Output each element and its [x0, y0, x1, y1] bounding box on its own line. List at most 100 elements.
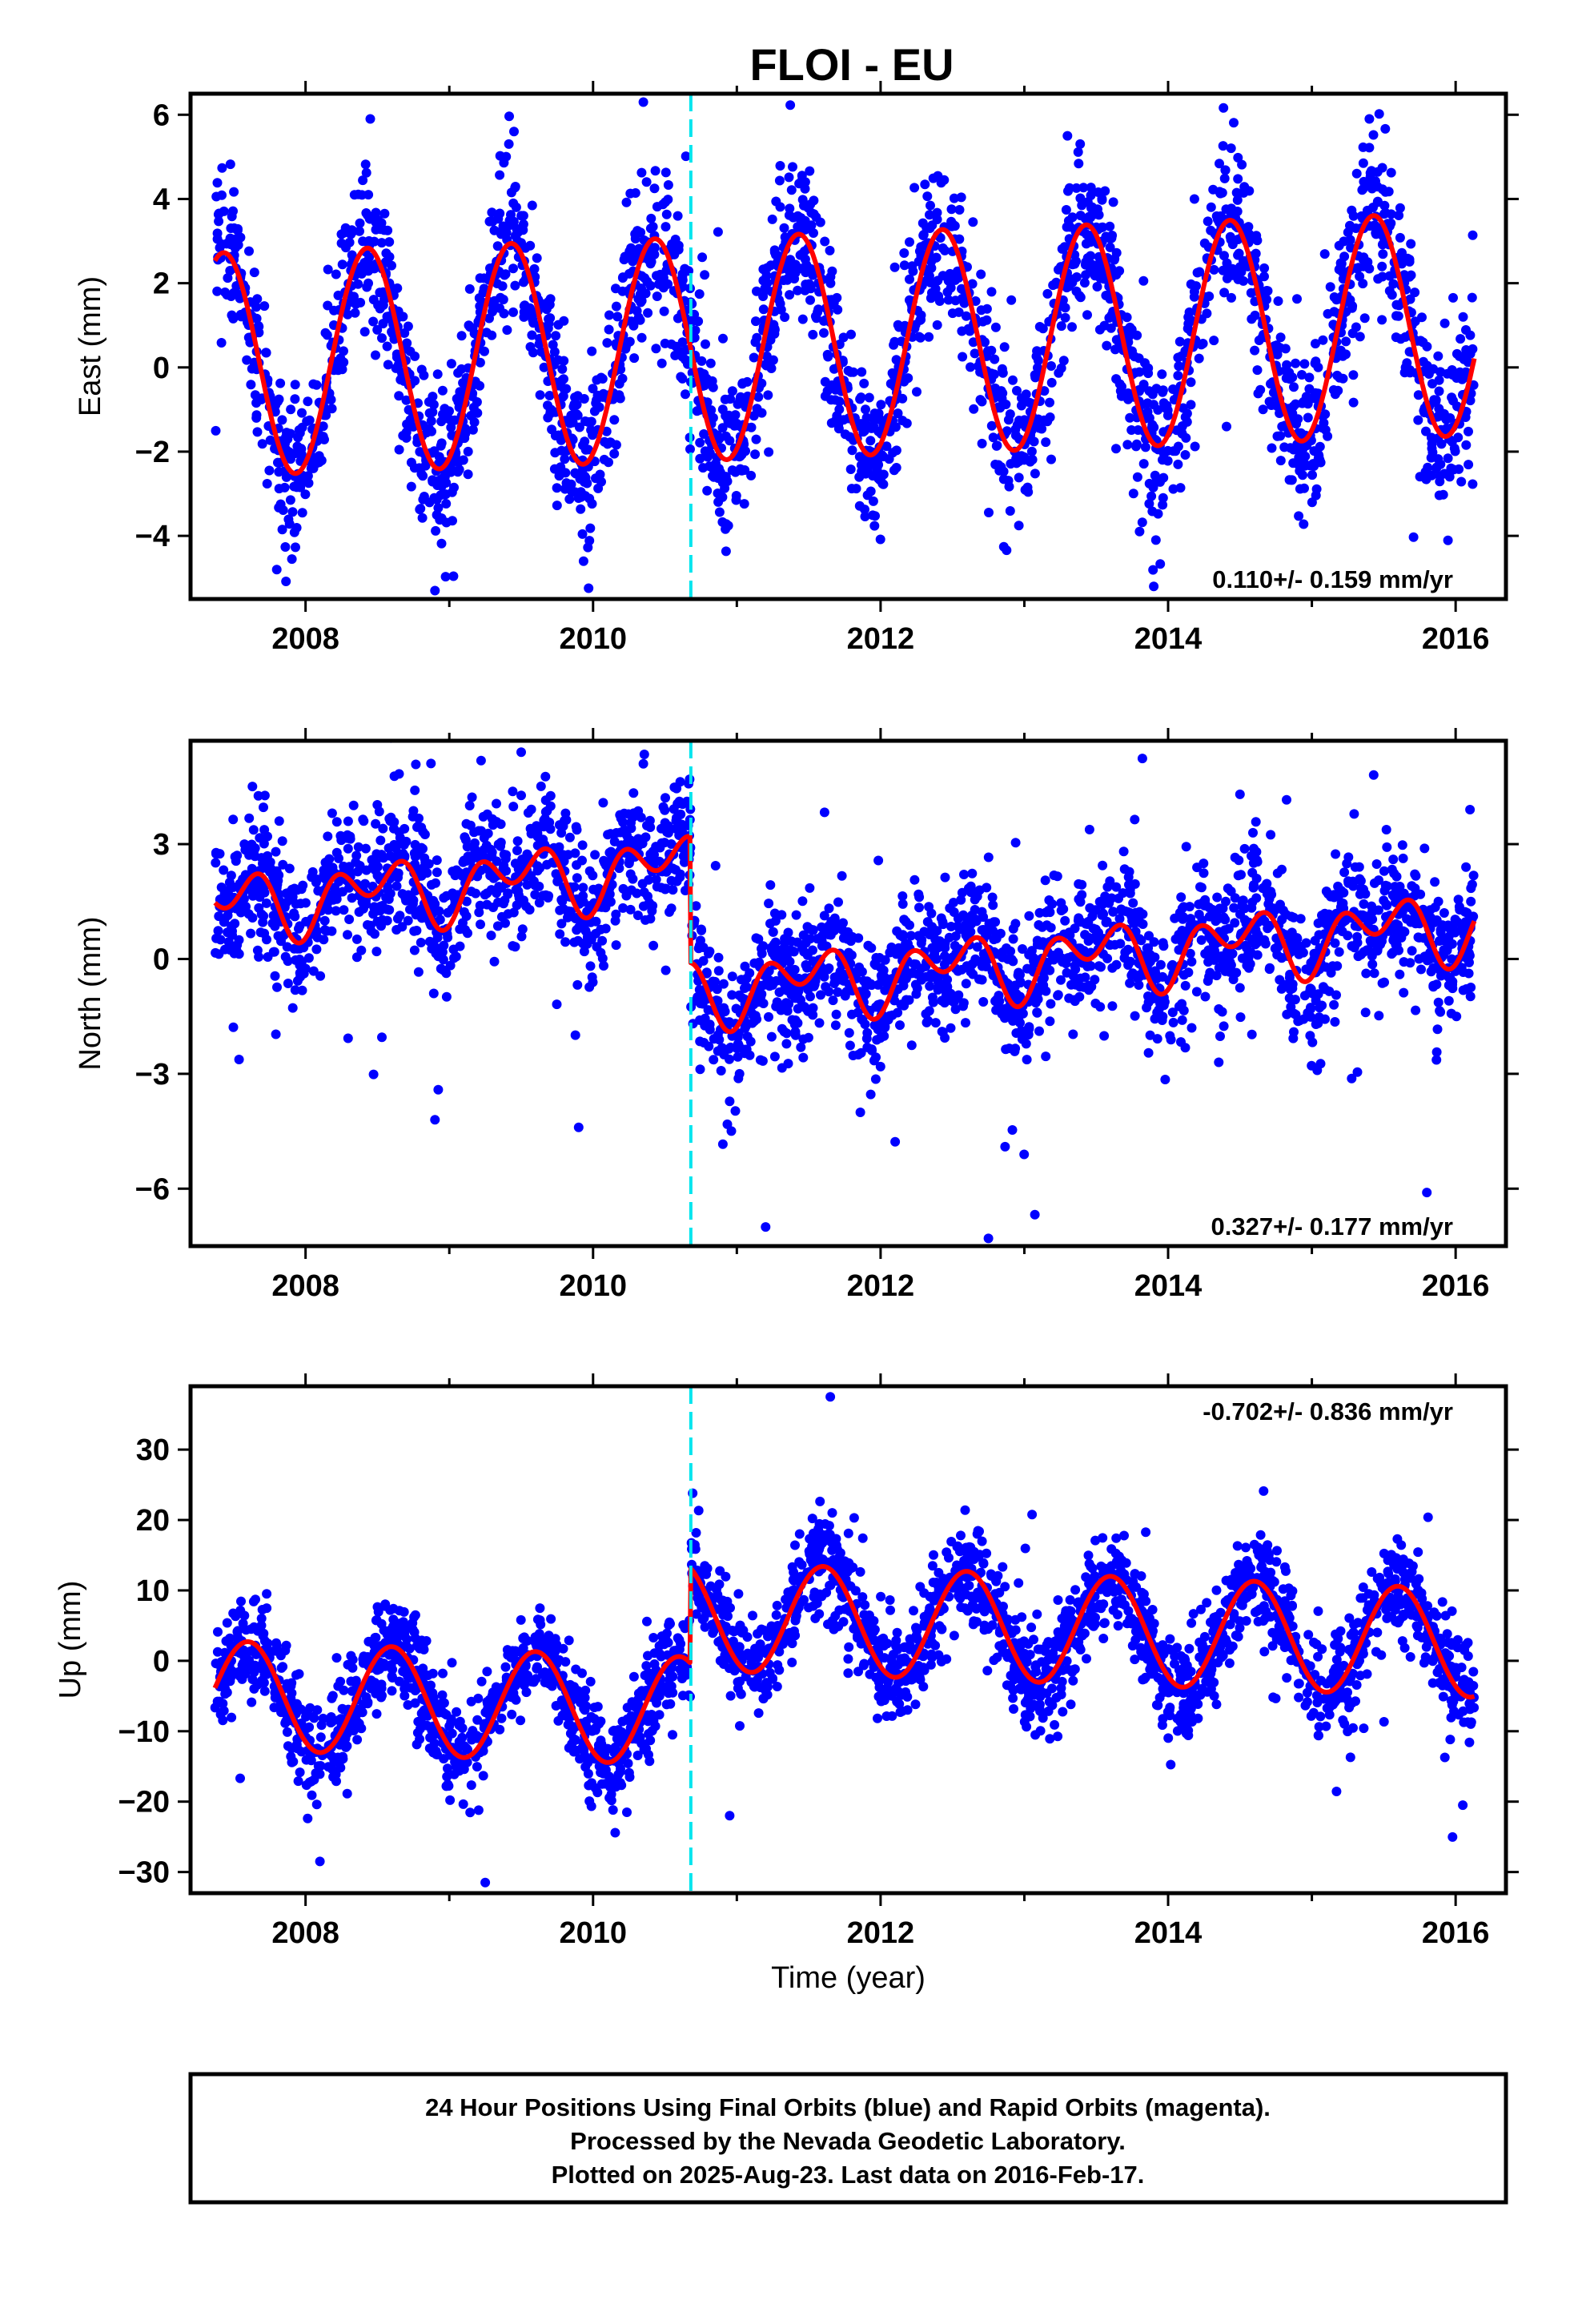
east-y-axis-label: East (mm)	[74, 276, 107, 416]
data-point	[1246, 287, 1256, 298]
data-point	[1464, 426, 1473, 436]
data-point	[1066, 979, 1076, 990]
data-point	[899, 260, 909, 271]
data-point	[448, 888, 458, 899]
data-point	[980, 337, 990, 348]
data-point	[956, 192, 966, 203]
data-point	[1288, 458, 1299, 468]
data-point	[665, 907, 674, 917]
data-point	[1378, 249, 1388, 259]
data-point	[561, 384, 572, 394]
data-point	[1345, 235, 1355, 245]
data-point	[758, 304, 769, 315]
data-point	[805, 295, 815, 305]
data-point	[316, 456, 327, 465]
data-point	[349, 292, 359, 302]
data-point	[1361, 968, 1371, 979]
data-point	[285, 495, 295, 505]
data-point	[213, 926, 223, 936]
data-point	[767, 214, 777, 224]
data-point	[799, 1002, 809, 1011]
data-point	[970, 296, 981, 306]
data-point	[496, 229, 506, 239]
data-point	[936, 178, 946, 188]
data-point	[1448, 292, 1458, 303]
data-point	[865, 436, 876, 446]
data-point	[713, 489, 723, 498]
data-point	[440, 572, 451, 582]
data-point	[633, 294, 644, 304]
data-point	[909, 875, 920, 885]
data-point	[1056, 975, 1066, 985]
data-point	[476, 919, 485, 930]
data-point	[983, 852, 994, 862]
data-point	[1199, 868, 1209, 879]
data-point	[1273, 296, 1283, 306]
data-point	[1102, 882, 1113, 892]
data-point	[897, 899, 908, 909]
data-point	[1352, 1067, 1363, 1077]
data-point	[685, 444, 695, 454]
data-point	[294, 923, 303, 934]
data-point	[625, 869, 636, 879]
data-point	[988, 432, 998, 443]
data-point	[1301, 964, 1311, 975]
data-point	[496, 883, 507, 893]
data-point	[859, 378, 869, 388]
data-point	[733, 420, 743, 429]
data-point	[1413, 390, 1423, 400]
data-point	[1194, 353, 1204, 364]
data-point	[1067, 259, 1078, 270]
data-point	[846, 329, 856, 340]
data-point	[410, 376, 420, 386]
data-point	[1118, 846, 1129, 857]
data-point	[652, 271, 661, 281]
data-point	[1267, 443, 1277, 453]
data-point	[600, 860, 611, 870]
data-point	[1382, 842, 1392, 852]
data-point	[757, 408, 767, 418]
data-point	[1468, 479, 1478, 489]
data-point	[1369, 968, 1379, 979]
data-point	[1294, 511, 1304, 521]
data-point	[506, 210, 516, 220]
data-point	[1008, 375, 1018, 385]
data-point	[461, 818, 472, 829]
data-point	[318, 421, 328, 432]
data-point	[931, 954, 942, 964]
data-point	[713, 1046, 723, 1056]
data-point	[749, 352, 759, 363]
data-point	[445, 960, 456, 971]
data-point	[258, 917, 268, 927]
data-point	[632, 911, 643, 920]
data-point	[318, 432, 328, 442]
data-point	[526, 804, 536, 814]
data-point	[1399, 987, 1409, 998]
data-point	[249, 267, 259, 278]
data-point	[382, 915, 392, 926]
data-point	[540, 771, 551, 782]
data-point	[263, 952, 273, 962]
data-point	[986, 420, 997, 431]
data-point	[1237, 159, 1247, 170]
data-point	[891, 355, 901, 365]
data-point	[1330, 1017, 1340, 1027]
data-point	[441, 499, 452, 509]
data-point	[611, 440, 621, 450]
data-point	[715, 468, 725, 477]
data-point	[214, 216, 224, 227]
data-point	[1391, 919, 1401, 929]
data-point	[611, 940, 621, 951]
data-point	[899, 248, 909, 258]
data-point	[389, 839, 400, 850]
data-point	[1158, 941, 1169, 951]
data-point	[1252, 855, 1262, 866]
data-point	[910, 979, 921, 990]
data-point	[617, 373, 628, 384]
data-point	[889, 340, 899, 350]
data-point	[1219, 251, 1229, 261]
data-point	[661, 222, 671, 232]
data-point	[1259, 263, 1270, 273]
data-point	[1364, 143, 1375, 153]
data-point	[228, 814, 239, 825]
